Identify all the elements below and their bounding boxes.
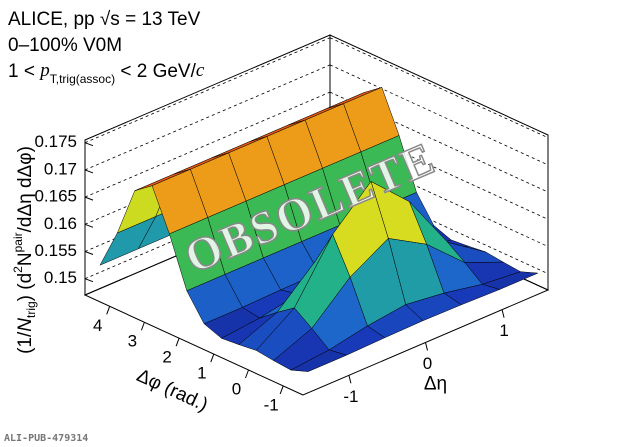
z-tick-label: 0.155: [34, 241, 77, 260]
grid-line: [329, 118, 549, 220]
z-tick-label: 0.165: [34, 187, 77, 206]
z-axis-title: (1/Ntrig) (d2Npair/dΔη dΔφ): [11, 146, 38, 354]
x-tick: [245, 369, 249, 379]
x-tick-label: 1: [197, 364, 206, 383]
y-tick: [348, 375, 352, 384]
y-tick: [425, 342, 428, 351]
pt-label: 1 < pT,trig(assoc) < 2 GeV/c: [8, 60, 205, 86]
grid-line: [329, 37, 549, 139]
pt-part: c: [196, 60, 205, 81]
z-part: /dΔη dΔφ): [15, 146, 36, 232]
z-part: trig: [24, 301, 38, 318]
z-tick: [84, 169, 94, 174]
pt-part: p: [38, 60, 50, 81]
pt-part: 1 <: [8, 61, 40, 82]
grid-line: [329, 173, 549, 275]
z-tick: [84, 278, 94, 283]
grid-line: [329, 146, 549, 247]
x-tick-label: 4: [93, 316, 102, 335]
x-tick-label: 0: [232, 379, 241, 398]
z-tick: [84, 251, 94, 255]
x-tick-label: -1: [264, 395, 279, 414]
z-tick: [84, 196, 94, 201]
surface-cell: [290, 349, 348, 372]
z-part: 2: [11, 266, 25, 273]
footer: ALI-PUB-479314: [4, 433, 88, 444]
grid-line: [84, 37, 331, 144]
y-tick-label: 1: [499, 321, 508, 340]
x-tick-label: 2: [162, 348, 171, 367]
y-tick-label: -1: [343, 387, 358, 406]
z-tick-label: 0.17: [44, 159, 77, 178]
x-tick: [140, 322, 145, 331]
z-tick: [84, 142, 94, 147]
z-part: (1/: [15, 331, 36, 354]
pt-part: < 2 GeV/: [115, 61, 197, 82]
z-tick: [84, 223, 94, 228]
z-tick-label: 0.16: [44, 214, 77, 233]
x-tick: [210, 353, 215, 363]
x-tick-label: 3: [128, 332, 137, 351]
z-part: N: [15, 318, 36, 332]
pt-part: T,trig(assoc): [50, 72, 115, 86]
x-tick: [106, 306, 111, 315]
z-tick-label: 0.15: [44, 268, 77, 287]
y-axis-title: Δη: [424, 374, 447, 395]
grid-line: [329, 64, 549, 166]
x-tick: [175, 337, 180, 347]
title-line: ALICE, pp √s = 13 TeV: [8, 9, 201, 30]
grid-line: [329, 91, 549, 193]
z-part: pair: [11, 232, 25, 252]
z-part: N: [15, 252, 36, 266]
x-tick: [279, 385, 284, 395]
z-tick-label: 0.175: [34, 132, 77, 151]
y-tick: [501, 309, 505, 318]
z-part: ) (d: [15, 273, 36, 302]
grid-line: [84, 91, 331, 198]
title-line: 0–100% V0M: [8, 35, 122, 56]
y-tick-label: 0: [423, 354, 432, 373]
grid-line: [84, 64, 331, 171]
